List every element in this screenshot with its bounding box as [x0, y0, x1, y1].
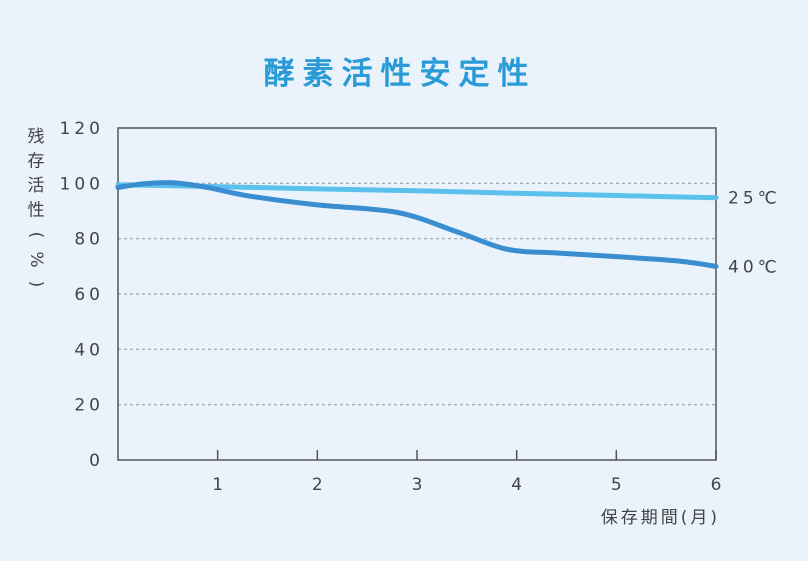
- x-tick-labels: 1 2 3 4 5 6: [212, 450, 726, 495]
- plot-frame: [117, 127, 717, 461]
- series-line-1: [115, 180, 719, 269]
- series-line-0: [115, 182, 719, 201]
- y-tick-label: 120: [60, 119, 104, 139]
- x-tick-label: 1: [212, 475, 227, 495]
- grid-layer: [118, 182, 716, 406]
- x-tick-label: 3: [412, 475, 427, 495]
- y-tick-label: 100: [60, 174, 104, 194]
- series-layer: [115, 180, 719, 269]
- y-tick-label: 40: [74, 340, 104, 360]
- x-tick-label: 5: [611, 475, 626, 495]
- y-axis-label-char: %: [26, 251, 46, 267]
- series-labels: 25℃ 40℃: [728, 189, 781, 278]
- y-tick-label: 20: [74, 396, 104, 416]
- y-tick-labels: 0 20 40 60 80 100 120: [60, 119, 104, 471]
- x-tick-label: 4: [511, 475, 526, 495]
- series-label-0: 25℃: [728, 189, 781, 209]
- y-tick-label: 0: [89, 451, 104, 471]
- y-axis-label-char: 性: [28, 201, 45, 221]
- y-axis-label-char: 残: [28, 127, 45, 147]
- x-tick-label: 6: [711, 475, 726, 495]
- y-axis-label-char: 存: [28, 152, 45, 172]
- y-axis-label-char: ): [26, 281, 46, 288]
- y-tick-label: 60: [74, 285, 104, 305]
- x-axis-label: 保存期間(月): [601, 508, 720, 528]
- y-axis-label-char: (: [26, 232, 46, 239]
- y-axis-label-char: 活: [28, 176, 45, 196]
- series-label-1: 40℃: [728, 257, 781, 277]
- x-tick-label: 2: [312, 475, 327, 495]
- y-tick-label: 80: [74, 230, 104, 250]
- chart-title: 酵素活性安定性: [264, 56, 537, 92]
